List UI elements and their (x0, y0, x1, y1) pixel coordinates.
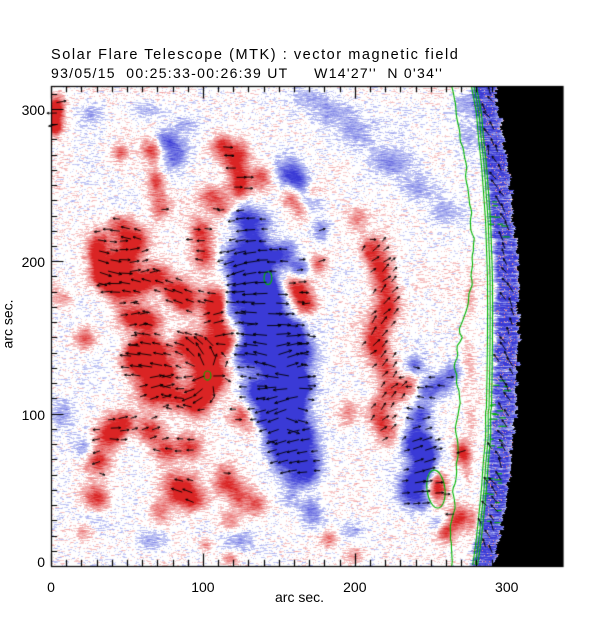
y-tick-label-0: 0 (37, 554, 45, 570)
x-tick-label-100: 100 (191, 579, 215, 595)
x-tick-label-300: 300 (495, 579, 519, 595)
plot-title: Solar Flare Telescope (MTK) : vector mag… (51, 47, 460, 63)
plot-subtitle: 93/05/15 00:25:33-00:26:39 UT W14'27'' N… (51, 65, 444, 81)
x-tick-label-0: 0 (47, 579, 55, 595)
x-axis-title: arc sec. (275, 589, 325, 605)
y-tick-label-100: 100 (21, 406, 45, 423)
y-axis-title: arc sec. (0, 299, 16, 349)
y-tick-label-200: 200 (21, 254, 45, 271)
y-tick-label-300: 300 (21, 101, 45, 118)
x-tick-label-200: 200 (343, 579, 367, 595)
